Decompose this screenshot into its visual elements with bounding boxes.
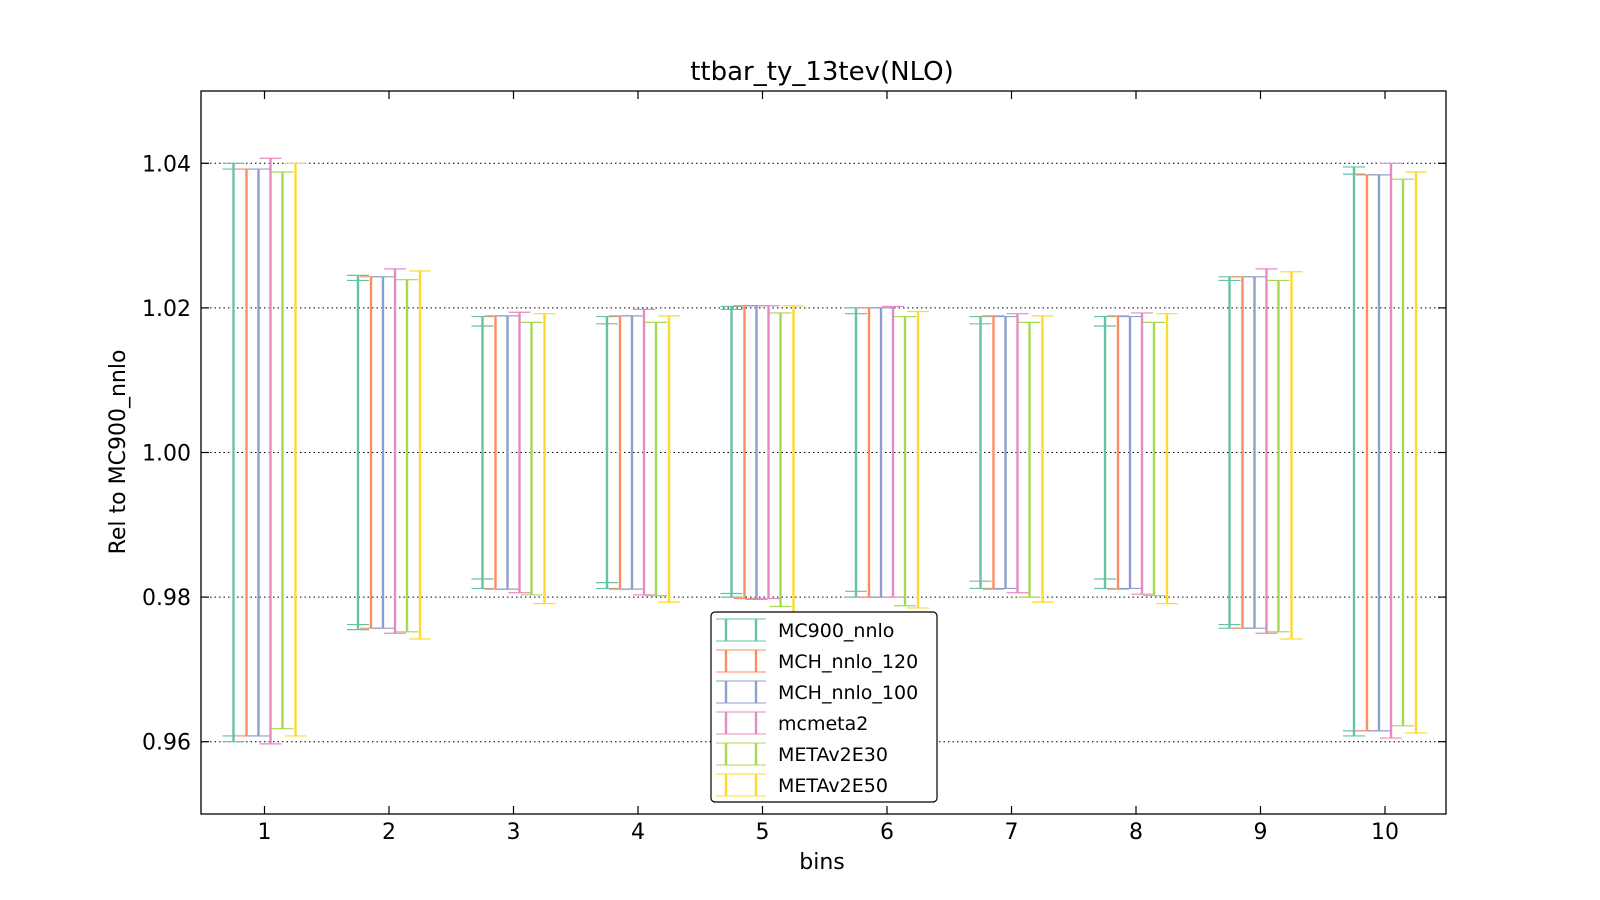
x-tick-label: 10 xyxy=(1371,820,1399,845)
x-tick-label: 9 xyxy=(1254,820,1268,845)
legend-label: mcmeta2 xyxy=(778,713,868,735)
error-bars xyxy=(222,157,1427,745)
x-tick-label: 1 xyxy=(258,820,272,845)
legend-box xyxy=(710,611,938,803)
y-tick-label: 0.96 xyxy=(142,731,191,756)
legend-entries: MC900_nnlo MCH_nnlo_120 MCH_nnlo_100mcmeta… xyxy=(716,618,918,797)
legend-label: MCH_nnlo_100 xyxy=(778,682,918,704)
x-tick-label: 5 xyxy=(756,820,770,845)
legend-entry: METAv2E50 xyxy=(716,773,888,797)
y-axis-label: Rel to MC900_nnlo xyxy=(106,350,131,555)
y-tick-label: 1.00 xyxy=(142,442,191,467)
legend-entry: MCH_nnlo_120 xyxy=(716,649,918,673)
x-tick-label: 2 xyxy=(382,820,396,845)
chart-title: ttbar_ty_13tev(NLO) xyxy=(690,57,954,87)
legend-label: METAv2E50 xyxy=(778,775,888,797)
legend-entry: MCH_nnlo_100 xyxy=(716,680,918,704)
legend-label: MCH_nnlo_120 xyxy=(778,651,918,673)
x-axis-label: bins xyxy=(799,850,844,875)
axis-ticks: 0.96 0.98 1.00 1.02 1.04 1 2 3 4 5 6 7 8 9 10 xyxy=(142,91,1446,845)
legend-label: METAv2E30 xyxy=(778,744,888,766)
y-tick-label: 1.02 xyxy=(142,297,191,322)
x-tick-label: 3 xyxy=(507,820,521,845)
legend-entry: mcmeta2 xyxy=(716,711,868,735)
x-tick-label: 7 xyxy=(1005,820,1019,845)
y-tick-label: 1.04 xyxy=(142,152,191,177)
legend: MC900_nnlo MCH_nnlo_120 MCH_nnlo_100mcmeta… xyxy=(710,611,938,803)
y-tick-label: 0.98 xyxy=(142,586,191,611)
x-tick-label: 4 xyxy=(631,820,645,845)
legend-entry: METAv2E30 xyxy=(716,742,888,766)
legend-entry: MC900_nnlo xyxy=(716,618,894,642)
legend-label: MC900_nnlo xyxy=(778,620,894,642)
x-tick-label: 8 xyxy=(1129,820,1143,845)
x-tick-label: 6 xyxy=(880,820,894,845)
